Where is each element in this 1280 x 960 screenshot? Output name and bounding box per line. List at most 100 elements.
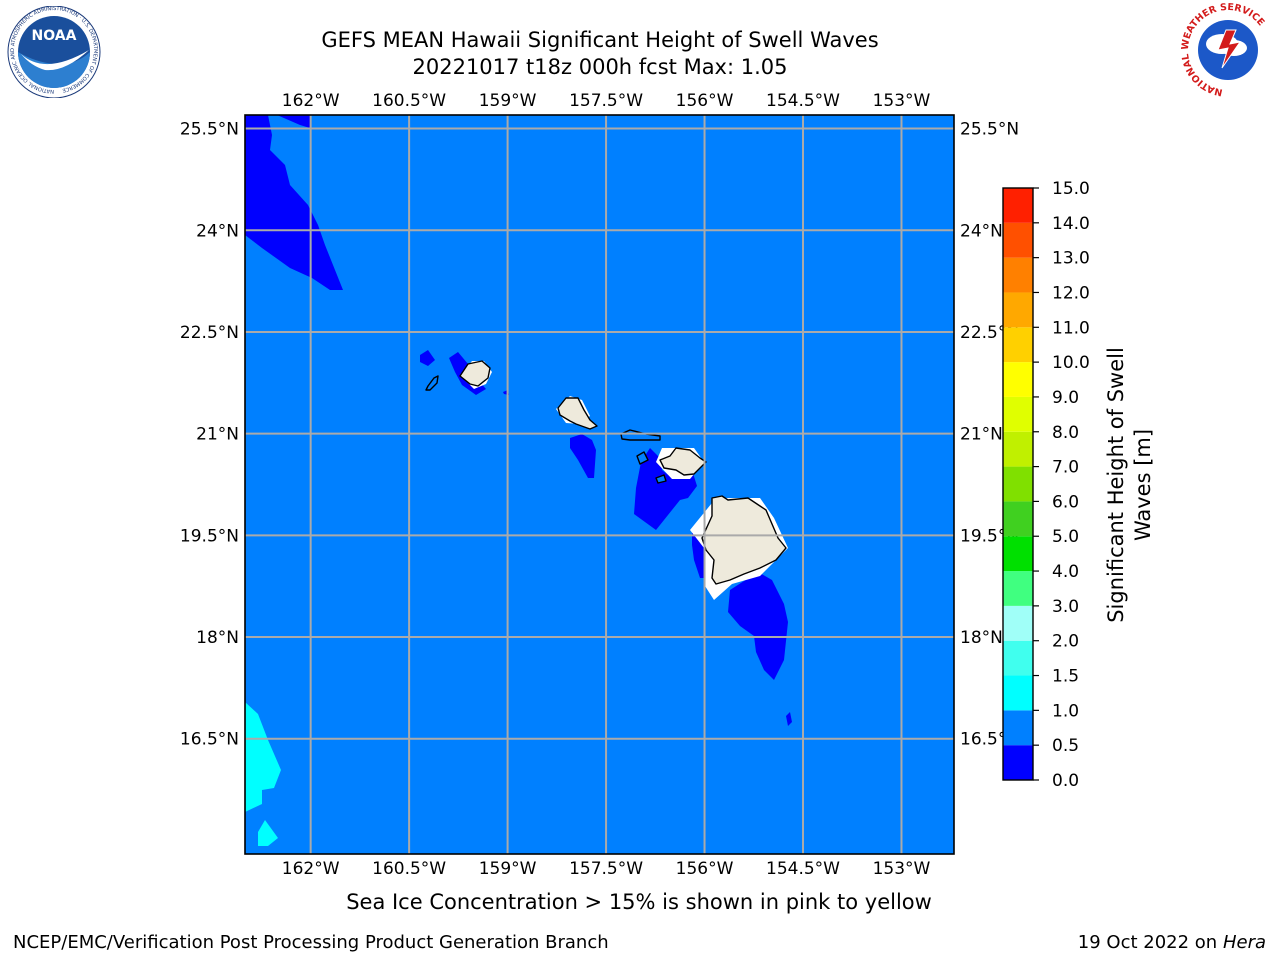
longitude-label-bottom: 156°W <box>676 859 734 879</box>
low-swell-contours <box>245 115 792 726</box>
longitude-labels-bottom: 162°W 160.5°W 159°W 157.5°W 156°W 154.5°W 153°… <box>282 859 931 879</box>
colorbar-title-line2: Waves [m] <box>1131 429 1155 541</box>
big-island-hawaii <box>701 495 787 585</box>
colorbar-tick-label: 8.0 <box>1052 423 1079 443</box>
colorbar-tick-label: 7.0 <box>1052 458 1079 478</box>
lanai-island <box>636 451 649 465</box>
colorbar-segment <box>1003 327 1033 363</box>
longitude-labels-top: 162°W 160.5°W 159°W 157.5°W 156°W 154.5°W 153°… <box>282 91 931 111</box>
colorbar-segment <box>1003 431 1033 467</box>
longitude-label-top: 156°W <box>676 91 734 111</box>
map-frame <box>244 114 955 855</box>
colorbar-tick-label: 11.0 <box>1052 318 1090 338</box>
colorbar-segment <box>1003 396 1033 432</box>
colorbar-segment <box>1003 536 1033 572</box>
longitude-label-top: 160.5°W <box>372 91 446 111</box>
longitude-label-bottom: 154.5°W <box>766 859 840 879</box>
colorbar-tick-label: 9.0 <box>1052 388 1079 408</box>
low-swell-region-maui <box>634 448 697 530</box>
colorbar-tick-labels: 0.0 0.5 1.0 1.5 2.0 3.0 4.0 5.0 6.0 7.0 8.0 9.0 10.0… <box>1033 179 1090 791</box>
latitude-label-left: 18°N <box>196 628 239 648</box>
longitude-label-bottom: 160.5°W <box>372 859 446 879</box>
longitude-label-top: 154.5°W <box>766 91 840 111</box>
map-ocean-background <box>245 115 954 854</box>
colorbar-tick-label: 6.0 <box>1052 492 1079 512</box>
nws-logo: NATIONAL WEATHER SERVICE <box>1180 2 1274 98</box>
colorbar-segment <box>1003 466 1033 502</box>
colorbar-tick-label: 1.5 <box>1052 667 1079 687</box>
colorbar-segment <box>1003 257 1033 293</box>
map-caption: Sea Ice Concentration > 15% is shown in … <box>346 890 932 914</box>
latitude-label-left: 24°N <box>196 221 239 241</box>
longitude-label-bottom: 159°W <box>479 859 537 879</box>
footer-credit: NCEP/EMC/Verification Post Processing Pr… <box>13 932 609 953</box>
niihau-island <box>425 375 439 391</box>
colorbar-tick-label: 10.0 <box>1052 353 1090 373</box>
latitude-label-right: 25.5°N <box>960 120 1019 140</box>
colorbar-segment <box>1003 675 1033 711</box>
colorbar-segment <box>1003 188 1033 223</box>
longitude-label-top: 162°W <box>282 91 340 111</box>
higher-swell-region-southwest-small <box>258 820 278 846</box>
colorbar <box>1003 188 1033 780</box>
longitude-gridlines <box>309 115 903 854</box>
colorbar-tick-label: 3.0 <box>1052 597 1079 617</box>
latitude-label-right: 24°N <box>960 221 1003 241</box>
low-swell-region-southeast-dot <box>786 712 792 726</box>
colorbar-segment <box>1003 571 1033 606</box>
longitude-label-bottom: 153°W <box>873 859 931 879</box>
low-swell-region-northwest <box>245 115 343 290</box>
colorbar-segment <box>1003 292 1033 328</box>
longitude-label-top: 157.5°W <box>569 91 643 111</box>
colorbar-segment <box>1003 501 1033 537</box>
colorbar-frame <box>1002 187 1034 781</box>
colorbar-segment <box>1003 745 1033 780</box>
longitude-label-bottom: 157.5°W <box>569 859 643 879</box>
chart-subtitle: 20221017 t18z 000h fcst Max: 1.05 <box>412 55 788 79</box>
colorbar-segment <box>1003 362 1033 397</box>
islands-land <box>425 360 787 585</box>
maui-island <box>659 447 707 476</box>
latitude-gridlines <box>245 127 954 740</box>
latitude-label-left: 25.5°N <box>180 120 239 140</box>
colorbar-segment <box>1003 640 1033 676</box>
latitude-label-left: 22.5°N <box>180 323 239 343</box>
longitude-label-top: 159°W <box>479 91 537 111</box>
colorbar-tick-label: 1.0 <box>1052 701 1079 721</box>
latitude-label-left: 21°N <box>196 425 239 445</box>
colorbar-segment <box>1003 605 1033 641</box>
noaa-logo-text: NOAA <box>32 28 77 44</box>
kahoolawe-island <box>655 474 667 484</box>
footer-date-text: 19 Oct 2022 on <box>1077 932 1223 953</box>
colorbar-segment <box>1003 710 1033 746</box>
longitude-label-bottom: 162°W <box>282 859 340 879</box>
latitude-labels-left: 25.5°N 24°N 22.5°N 21°N 19.5°N 18°N 16.5°N <box>180 120 239 750</box>
longitude-label-top: 153°W <box>873 91 931 111</box>
low-swell-region-hawaii-south <box>728 572 788 680</box>
footer-machine-name: Hera <box>1222 932 1266 953</box>
colorbar-tick-label: 4.0 <box>1052 562 1079 582</box>
colorbar-tick-label: 0.0 <box>1052 771 1079 791</box>
low-swell-region-niihau <box>420 350 435 366</box>
colorbar-tick-label: 0.5 <box>1052 736 1079 756</box>
molokai-island <box>620 429 661 441</box>
kauai-island <box>459 360 491 387</box>
colorbar-tick-label: 5.0 <box>1052 527 1079 547</box>
colorbar-tick-label: 12.0 <box>1052 283 1090 303</box>
higher-swell-contours <box>245 702 281 846</box>
colorbar-tick-label: 14.0 <box>1052 214 1090 234</box>
colorbar-segment <box>1003 222 1033 258</box>
colorbar-tick-label: 2.0 <box>1052 632 1079 652</box>
latitude-label-right: 18°N <box>960 628 1003 648</box>
colorbar-tick-label: 13.0 <box>1052 249 1090 269</box>
colorbar-tick-label: 15.0 <box>1052 179 1090 199</box>
footer-date: 19 Oct 2022 on Hera <box>1078 932 1266 953</box>
noaa-logo: NATIONAL OCEANIC AND ATMOSPHERIC ADMINIS… <box>7 6 101 98</box>
latitude-label-left: 16.5°N <box>180 730 239 750</box>
chart-title: GEFS MEAN Hawaii Significant Height of S… <box>321 28 879 52</box>
higher-swell-region-southwest <box>245 702 281 812</box>
oahu-island <box>557 397 598 430</box>
latitude-label-right: 21°N <box>960 425 1003 445</box>
latitude-label-left: 19.5°N <box>180 526 239 546</box>
